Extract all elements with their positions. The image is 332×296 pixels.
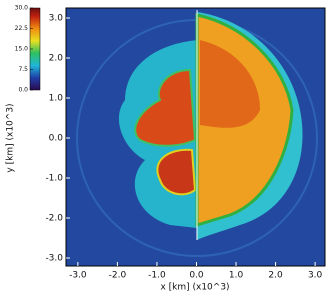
colorbar-tick-label: 7.5 (18, 66, 28, 73)
left-plume (156, 148, 197, 196)
colorbar-tick-label: 22.5 (15, 25, 29, 32)
left-plume (134, 68, 197, 147)
colorbar-tick-label: 30.0 (15, 5, 29, 12)
x-tick-label: -1.0 (148, 271, 166, 281)
colorbar-tick-label: 0.0 (18, 87, 28, 94)
y-tick-label: -2.0 (45, 214, 63, 224)
x-tick-label: 2.0 (268, 271, 283, 281)
right-core (200, 40, 260, 128)
colorbar: 0.0 7.5 15.0 22.5 30.0 (15, 5, 41, 94)
y-axis-label: y [km] (x10^3) (6, 103, 16, 172)
x-tick-label: -3.0 (69, 271, 87, 281)
x-tick-label: -2.0 (109, 271, 127, 281)
x-tick-label: 1.0 (229, 271, 244, 281)
x-tick-label: 0.0 (189, 271, 204, 281)
x-axis-label: x [km] (x10^3) (160, 283, 229, 293)
simulation-image (66, 8, 325, 266)
y-tick-label: 1.0 (49, 94, 64, 104)
colorbar-tick-label: 15.0 (15, 46, 29, 53)
y-tick-label: 0.0 (49, 134, 64, 144)
y-tick-label: -1.0 (45, 174, 63, 184)
x-tick-label: 3.0 (308, 271, 323, 281)
plot-frame (65, 7, 326, 267)
y-tick-label: 3.0 (49, 14, 64, 24)
y-tick-label: -3.0 (45, 254, 63, 264)
y-tick-label: 2.0 (49, 54, 64, 64)
